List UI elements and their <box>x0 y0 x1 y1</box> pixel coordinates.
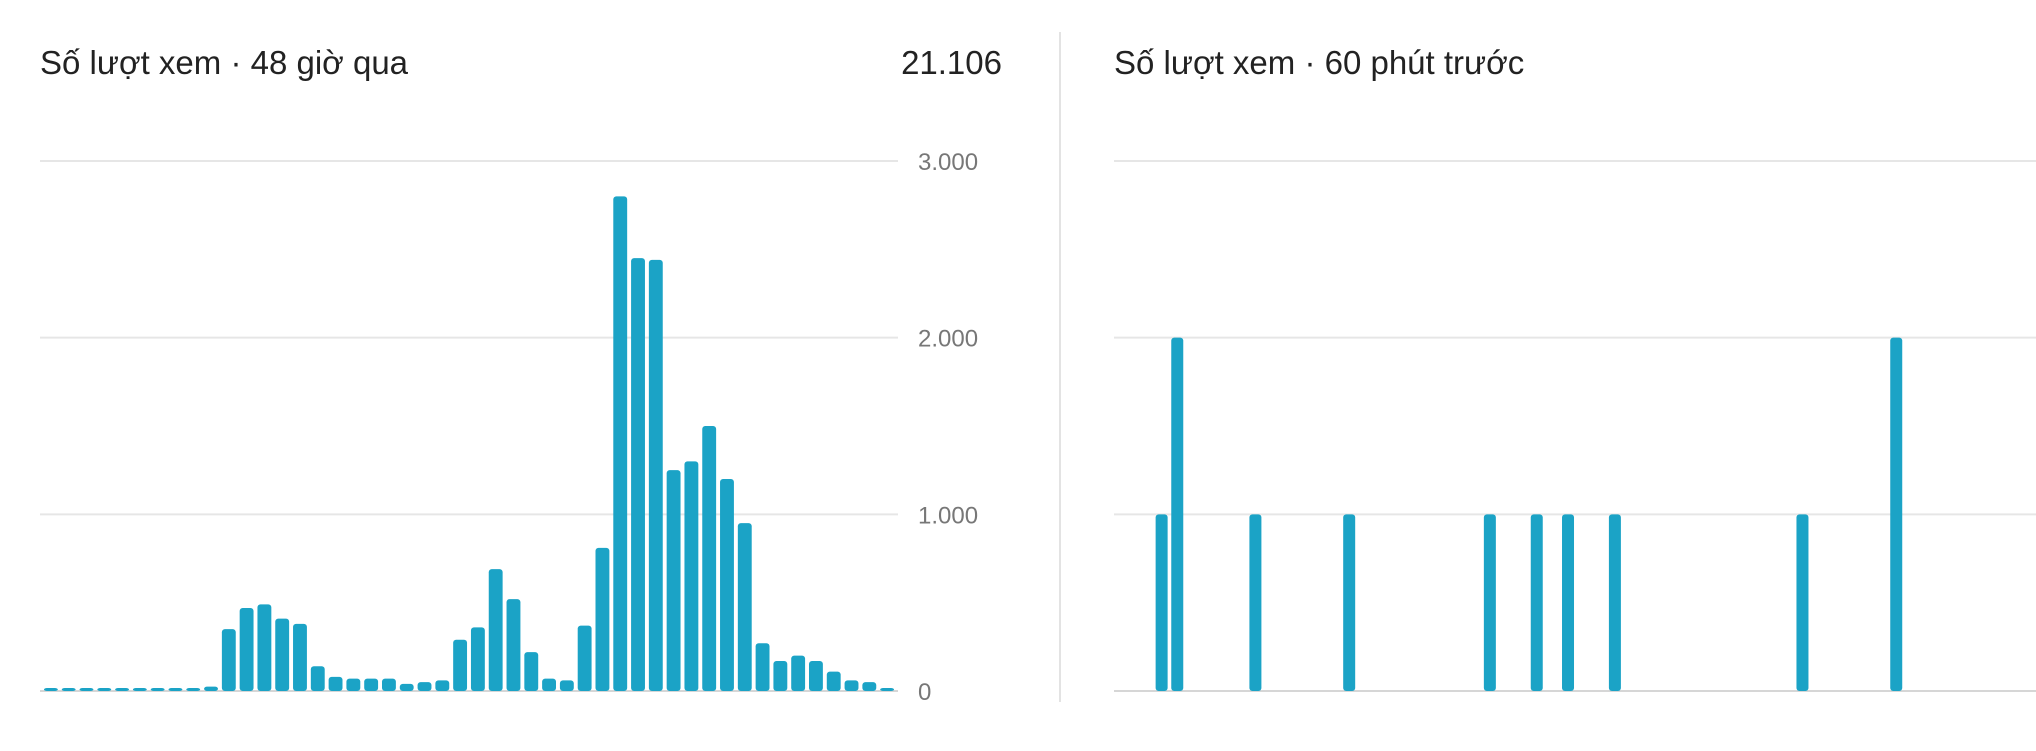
bar <box>61 688 76 691</box>
bar <box>1249 514 1262 691</box>
bar <box>577 625 592 691</box>
y-tick-label: 2.000 <box>918 326 978 353</box>
bar <box>631 258 645 691</box>
bar <box>43 688 58 691</box>
bar <box>239 607 254 691</box>
bar <box>862 682 877 691</box>
views-48h-total: 21.106 <box>901 44 1002 81</box>
bar <box>364 678 379 691</box>
bar <box>720 479 734 691</box>
bar <box>488 569 503 691</box>
bar <box>186 688 201 691</box>
bar <box>506 599 521 691</box>
views-60min-title: Số lượt xem · 60 phút trước <box>1114 44 1525 81</box>
bar <box>168 688 183 691</box>
bar <box>417 682 432 691</box>
bar <box>826 671 841 691</box>
bar <box>595 547 610 691</box>
bar <box>524 652 539 691</box>
bar <box>453 639 468 691</box>
bar <box>204 686 218 691</box>
bar <box>1608 514 1621 691</box>
bar <box>755 643 770 691</box>
bar <box>435 680 450 691</box>
bar <box>773 660 788 691</box>
bar <box>132 688 147 691</box>
bar <box>844 680 859 691</box>
bar <box>702 426 717 691</box>
bar <box>648 259 663 691</box>
bar <box>115 688 130 691</box>
bar <box>1343 514 1356 691</box>
bar <box>1530 514 1543 691</box>
bar <box>684 461 699 691</box>
bar <box>470 627 485 691</box>
bar <box>275 618 290 691</box>
bar <box>221 629 236 691</box>
bar <box>791 655 806 691</box>
bar <box>737 523 752 691</box>
bar <box>1171 337 1184 691</box>
views-48h-title: Số lượt xem · 48 giờ qua <box>40 44 409 81</box>
bar <box>293 623 307 691</box>
bar <box>1890 337 1903 691</box>
bar <box>381 678 396 691</box>
views-48h-panel: Số lượt xem · 48 giờ qua 21.106 0 1.000 2.… <box>40 44 1002 706</box>
views-60min-panel: Số lượt xem · 60 phút trước <box>1062 0 2036 751</box>
views-60min-chart <box>1114 160 2036 692</box>
bar <box>666 470 681 691</box>
bar <box>310 666 325 691</box>
y-tick-label: 0 <box>918 679 931 706</box>
bar <box>328 676 343 691</box>
bar <box>97 688 112 691</box>
bar <box>257 604 272 691</box>
bar <box>542 678 557 691</box>
bar <box>613 196 628 692</box>
bar <box>1562 514 1575 691</box>
bar <box>1155 514 1168 691</box>
y-tick-label: 3.000 <box>918 149 978 176</box>
bar <box>808 660 823 691</box>
y-tick-label: 1.000 <box>918 502 978 529</box>
bar <box>559 680 574 691</box>
views-48h-chart: 0 1.000 2.000 3.000 <box>40 149 978 706</box>
bar <box>1796 514 1809 691</box>
bar <box>79 688 94 691</box>
bar <box>880 688 895 691</box>
bar <box>346 678 361 691</box>
bar <box>399 683 414 691</box>
bar <box>1483 514 1496 691</box>
bar <box>150 688 165 691</box>
panel-divider <box>1059 32 1061 702</box>
